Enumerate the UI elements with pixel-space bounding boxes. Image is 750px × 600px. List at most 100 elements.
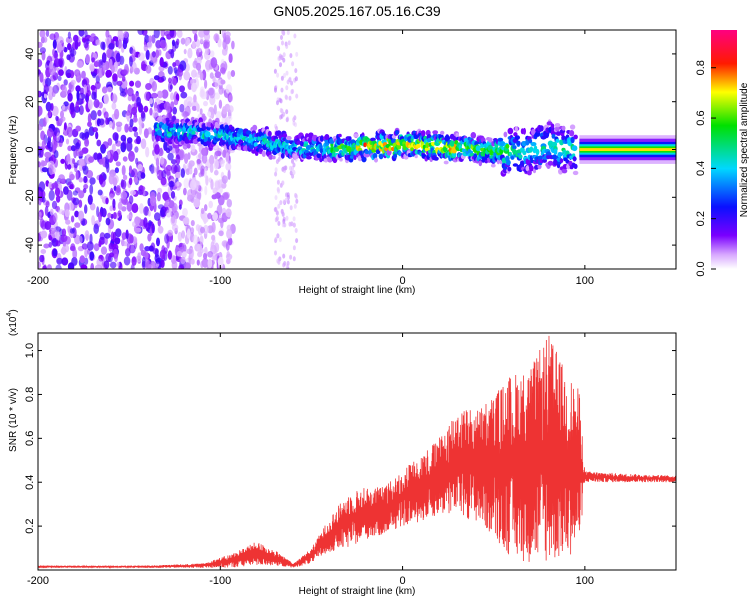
heatmap-cell xyxy=(115,121,123,127)
heatmap-cell xyxy=(100,246,108,255)
heatmap-cell xyxy=(160,176,167,186)
heatmap-cell xyxy=(292,117,296,123)
heatmap-cell xyxy=(163,101,171,111)
heatmap-cell xyxy=(191,131,196,135)
heatmap-y-tick-label: -40 xyxy=(24,237,36,253)
heatmap-cell xyxy=(150,163,155,175)
heatmap-cell xyxy=(163,141,168,152)
heatmap-cell xyxy=(176,30,183,38)
heatmap-cell xyxy=(571,145,578,152)
heatmap-cell xyxy=(84,230,90,241)
heatmap-cell xyxy=(105,69,113,78)
heatmap-cell xyxy=(168,81,173,93)
heatmap-cell xyxy=(280,75,284,81)
heatmap-cell xyxy=(48,235,53,241)
heatmap-cell xyxy=(280,113,284,119)
heatmap-cell xyxy=(166,133,173,137)
heatmap-cell xyxy=(116,80,123,86)
heatmap-cell xyxy=(147,233,152,242)
heatmap-cell xyxy=(280,35,283,40)
heatmap-cell xyxy=(60,234,68,243)
heatmap-cell xyxy=(183,71,191,81)
heatmap-cell xyxy=(51,182,59,189)
heatmap-cell xyxy=(111,93,118,104)
heatmap-cell xyxy=(150,92,158,99)
heatmap-cell xyxy=(555,126,560,132)
heatmap-cell xyxy=(90,84,96,91)
heatmap-cell xyxy=(553,148,558,155)
heatmap-cell xyxy=(210,57,218,69)
heatmap-cell xyxy=(66,72,72,79)
heatmap-cell xyxy=(44,221,52,230)
heatmap-cell xyxy=(550,123,555,129)
heatmap-cell xyxy=(173,131,178,137)
heatmap-cell xyxy=(91,91,97,100)
heatmap-cell xyxy=(227,115,233,121)
heatmap-cell xyxy=(45,101,52,112)
heatmap-cell xyxy=(188,163,193,170)
heatmap-cell xyxy=(165,199,170,206)
heatmap-cell xyxy=(168,180,175,188)
heatmap-cell xyxy=(144,246,151,252)
heatmap-x-tick-label: 0 xyxy=(400,275,406,287)
heatmap-cell xyxy=(68,202,74,211)
heatmap-cell xyxy=(177,231,183,242)
heatmap-cell xyxy=(38,181,46,192)
heatmap-cell xyxy=(196,103,200,112)
heatmap-cell xyxy=(58,117,64,124)
heatmap-cell xyxy=(67,225,71,233)
heatmap-cell xyxy=(282,262,286,268)
heatmap-cell xyxy=(104,232,111,239)
heatmap-cell xyxy=(223,193,229,201)
heatmap-cell xyxy=(40,230,48,239)
heatmap-cell xyxy=(44,151,52,158)
heatmap-cell xyxy=(283,73,286,78)
heatmap-cell xyxy=(110,213,114,219)
heatmap-cell xyxy=(61,245,66,256)
heatmap-cell xyxy=(48,189,55,201)
heatmap-cell xyxy=(171,215,176,224)
heatmap-cell xyxy=(129,118,134,128)
heatmap-cell xyxy=(102,173,107,181)
heatmap-cell xyxy=(186,96,193,103)
heatmap-cell xyxy=(181,110,189,118)
heatmap-cell xyxy=(155,157,160,167)
heatmap-cell xyxy=(276,233,280,239)
heatmap-cell xyxy=(274,85,277,91)
heatmap-cell xyxy=(410,147,414,151)
heatmap-cell xyxy=(124,123,129,133)
heatmap-cell xyxy=(214,242,220,253)
heatmap-cell xyxy=(151,223,155,234)
snr-y-axis-label: SNR (10 * v/v) xyxy=(8,388,19,452)
heatmap-cell xyxy=(145,260,152,269)
heatmap-cell xyxy=(225,162,232,171)
heatmap-cell xyxy=(89,177,96,185)
heatmap-cell xyxy=(65,36,73,44)
heatmap-cell xyxy=(512,145,517,150)
heatmap-cell xyxy=(267,130,272,137)
heatmap-cell xyxy=(98,174,104,185)
heatmap-cell xyxy=(294,194,298,199)
heatmap-cell xyxy=(288,76,292,82)
heatmap-cell xyxy=(348,136,352,141)
heatmap-cell xyxy=(87,194,93,205)
heatmap-cell xyxy=(132,126,138,132)
heatmap-cell xyxy=(189,168,193,175)
heatmap-cell xyxy=(199,235,204,246)
heatmap-cell xyxy=(279,107,283,113)
heatmap-cell xyxy=(75,125,81,132)
heatmap-cell xyxy=(164,30,171,37)
heatmap-cell xyxy=(149,107,153,116)
heatmap-cell xyxy=(131,168,138,178)
heatmap-cell xyxy=(217,256,224,267)
heatmap-cell xyxy=(277,203,281,209)
heatmap-cell xyxy=(70,79,76,86)
heatmap-cell xyxy=(282,253,286,259)
heatmap-cell xyxy=(89,36,95,43)
heatmap-cell xyxy=(45,30,50,37)
heatmap-cell xyxy=(211,234,216,241)
heatmap-cell xyxy=(86,241,94,251)
heatmap-cell xyxy=(287,40,291,46)
heatmap-cell xyxy=(275,210,279,216)
heatmap-cell xyxy=(230,126,235,132)
